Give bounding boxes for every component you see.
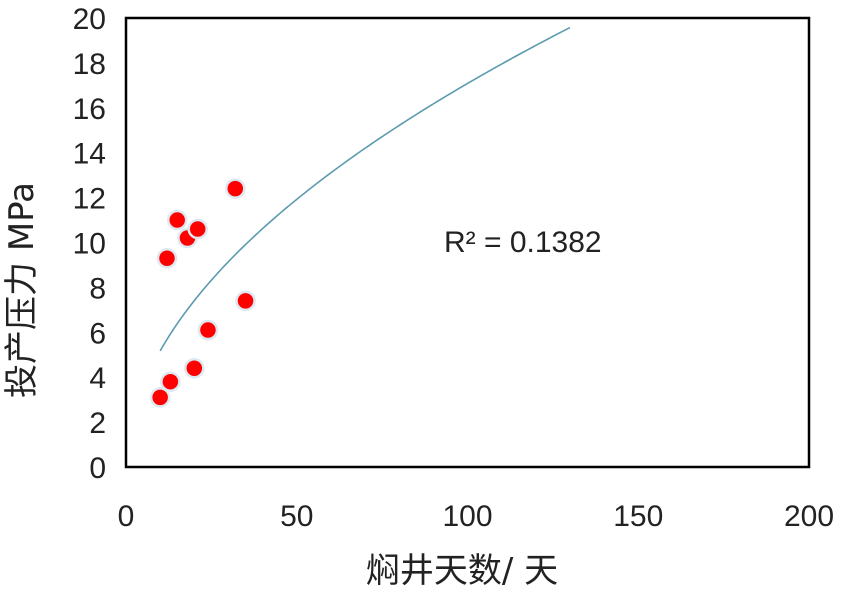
data-points — [149, 178, 256, 408]
x-tick-labels: 0 50 100 150 200 — [118, 500, 834, 533]
y-tick-label: 16 — [73, 93, 106, 126]
data-point — [187, 218, 208, 240]
data-point — [184, 357, 205, 379]
y-tick-label: 12 — [73, 183, 106, 216]
x-tick-label: 100 — [442, 500, 492, 533]
x-axis-title: 焖井天数/ 天 — [366, 551, 558, 591]
y-tick-label: 2 — [89, 407, 106, 440]
y-axis-title: 投产压力 MPa — [2, 182, 42, 398]
y-tick-label: 20 — [73, 3, 106, 36]
y-tick-label: 14 — [73, 138, 106, 171]
data-point — [149, 387, 171, 408]
plot-area — [124, 16, 811, 469]
data-point — [156, 247, 178, 269]
x-tick-label: 0 — [118, 500, 135, 533]
data-point — [166, 209, 188, 231]
trendline — [159, 26, 571, 352]
data-point — [197, 319, 219, 341]
y-tick-label: 0 — [89, 452, 106, 485]
data-point — [235, 290, 256, 312]
y-tick-labels: 0 2 4 6 8 10 12 14 16 18 20 — [73, 3, 106, 485]
data-point — [225, 178, 246, 199]
y-tick-label: 4 — [89, 362, 106, 395]
y-tick-label: 6 — [89, 317, 106, 350]
x-tick-label: 50 — [280, 500, 313, 533]
r-squared-annotation: R² = 0.1382 — [444, 226, 602, 259]
x-tick-label: 150 — [613, 500, 663, 533]
data-point — [160, 371, 181, 392]
x-tick-label: 200 — [784, 500, 834, 533]
y-tick-label: 18 — [73, 48, 106, 81]
y-tick-label: 8 — [89, 272, 106, 305]
y-tick-label: 10 — [73, 228, 106, 261]
